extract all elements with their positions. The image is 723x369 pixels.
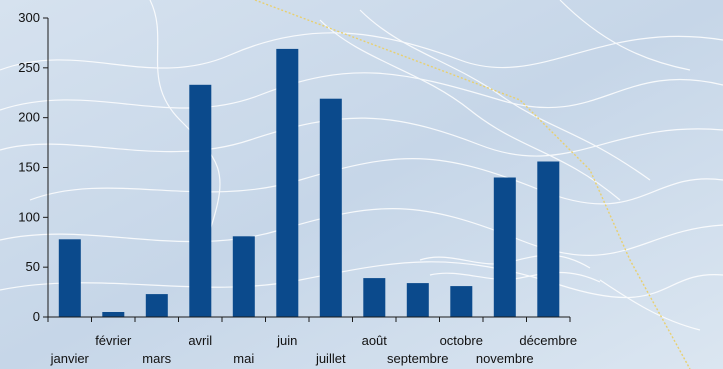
bar-10	[493, 177, 516, 317]
x-tick-label: mars	[142, 351, 171, 366]
bar-4	[232, 236, 255, 317]
bar-7	[363, 278, 386, 317]
bars-group	[58, 48, 560, 318]
y-tick-label: 0	[33, 309, 40, 324]
bar-2	[145, 294, 168, 317]
boundary-line	[254, 0, 691, 369]
x-tick-label: mai	[233, 351, 254, 366]
bar-11	[537, 161, 560, 317]
x-tick-label: juillet	[315, 351, 346, 366]
y-tick-label: 250	[18, 60, 40, 75]
bar-5	[276, 48, 299, 318]
x-tick-label: février	[95, 333, 132, 348]
x-tick-label: novembre	[476, 351, 534, 366]
x-tick-label: juin	[276, 333, 297, 348]
bar-3	[189, 84, 212, 317]
x-tick-label: décembre	[519, 333, 577, 348]
bar-1	[102, 312, 125, 317]
y-tick-label: 200	[18, 110, 40, 125]
y-ticks-group: 0 50 100 150 200 250 300	[18, 10, 48, 324]
x-tick-label: septembre	[387, 351, 448, 366]
x-tick-label: août	[362, 333, 388, 348]
x-tick-label: octobre	[440, 333, 483, 348]
bar-0	[58, 239, 81, 317]
y-tick-label: 100	[18, 209, 40, 224]
bar-6	[319, 98, 342, 317]
y-tick-label: 150	[18, 160, 40, 175]
x-ticks-group: janvier février mars avril mai juin juillet aoû…	[47, 317, 577, 366]
y-tick-label: 300	[18, 10, 40, 25]
bar-8	[406, 283, 429, 317]
y-tick-label: 50	[26, 259, 40, 274]
x-tick-label: avril	[188, 333, 212, 348]
x-tick-label: janvier	[50, 351, 90, 366]
bar-9	[450, 286, 473, 317]
